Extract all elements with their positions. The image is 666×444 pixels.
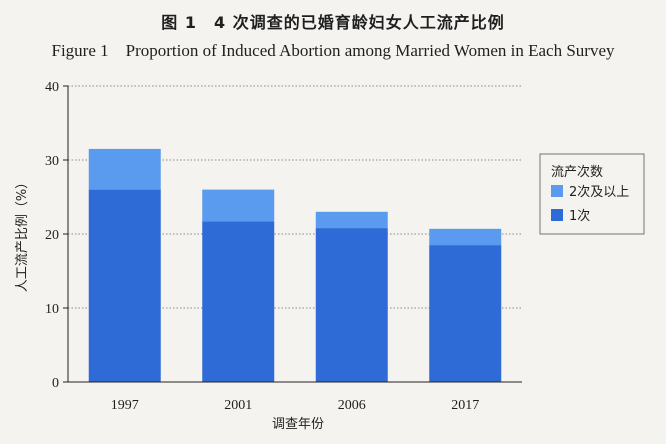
y-tick-label: 40 [45, 80, 59, 95]
legend: 流产次数 2次及以上 1次 [539, 153, 645, 235]
legend-items: 2次及以上 1次 [551, 184, 629, 224]
x-tick-label: 2017 [451, 398, 479, 413]
y-axis-title: 人工流产比例（%） [15, 176, 30, 292]
x-tick-label: 2006 [338, 398, 366, 413]
y-ticks: 0 10 20 30 40 [45, 80, 68, 391]
bar-segment [202, 221, 275, 382]
legend-title: 流产次数 [551, 164, 603, 180]
legend-box [539, 153, 645, 235]
bars [88, 148, 502, 382]
x-ticks: 1997 2001 2006 2017 [111, 398, 480, 413]
legend-label: 2次及以上 [569, 184, 629, 200]
y-tick-label: 30 [45, 154, 59, 169]
bar-segment [315, 211, 388, 229]
bar-segment [429, 228, 502, 246]
x-tick-label: 2001 [224, 398, 252, 413]
x-axis-title: 调查年份 [272, 417, 324, 432]
bar-segment [88, 189, 161, 382]
y-tick-label: 10 [45, 302, 59, 317]
bar-segment [202, 189, 275, 222]
bar-segment [88, 148, 161, 190]
legend-swatch [551, 209, 563, 221]
legend-swatch [551, 185, 563, 197]
chart-title-cn: 图 1 4 次调查的已婚育龄妇女人工流产比例 [161, 13, 505, 32]
y-tick-label: 0 [52, 376, 59, 391]
legend-label: 1次 [569, 208, 590, 224]
x-tick-label: 1997 [111, 398, 139, 413]
bar-segment [315, 228, 388, 382]
bar-segment [429, 245, 502, 382]
y-tick-label: 20 [45, 228, 59, 243]
chart-title-en: Figure 1 Proportion of Induced Abortion … [51, 41, 615, 60]
